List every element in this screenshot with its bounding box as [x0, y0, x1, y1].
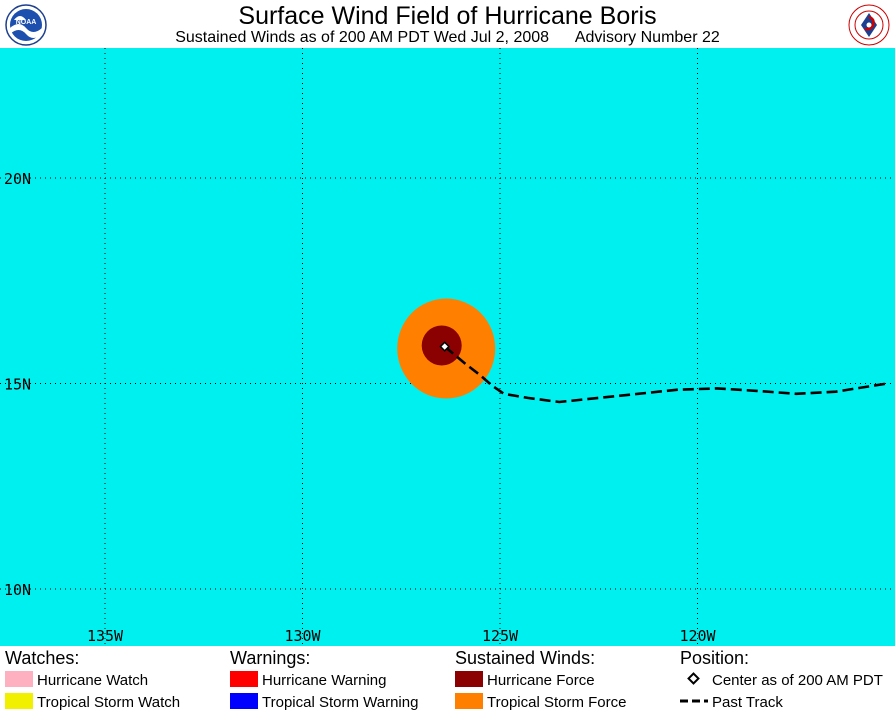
header: NOAA Surface Wind Field of Hurricane Bor…: [0, 0, 895, 48]
national-weather-service-logo-icon: [848, 4, 890, 46]
legend-item-tropical-storm-watch: Tropical Storm Watch: [5, 692, 180, 714]
past-track-line: [443, 345, 888, 404]
storm-map: 20N 15N 10N 135W 130W 125W 120W: [0, 48, 895, 646]
legend-label: Hurricane Watch: [37, 672, 149, 689]
noaa-logo-icon: NOAA: [5, 4, 47, 46]
legend-item-hurricane-force: Hurricane Force: [455, 670, 626, 692]
latitude-label: 15N: [4, 376, 31, 394]
page-title: Surface Wind Field of Hurricane Boris: [238, 2, 657, 30]
graticule: [0, 48, 895, 646]
hurricane-warning-swatch: [230, 671, 258, 688]
legend: Watches: Hurricane Watch Tropical Storm …: [0, 646, 895, 716]
legend-label: Hurricane Warning: [262, 672, 387, 689]
legend-warnings: Warnings: Hurricane Warning Tropical Sto…: [230, 648, 418, 714]
storm-center-diamond-icon: [439, 341, 451, 352]
longitude-label: 120W: [679, 627, 716, 645]
legend-label: Tropical Storm Force: [487, 694, 627, 711]
legend-heading-position: Position:: [680, 648, 750, 668]
legend-item-tropical-storm-warning: Tropical Storm Warning: [230, 692, 418, 714]
legend-label: Tropical Storm Warning: [262, 694, 419, 711]
longitude-label: 130W: [284, 627, 321, 645]
legend-label: Center as of 200 AM PDT: [712, 672, 883, 689]
legend-heading-winds: Sustained Winds:: [455, 648, 596, 668]
latitude-label: 20N: [4, 170, 31, 188]
hurricane-force-swatch: [455, 671, 483, 688]
legend-item-tropical-storm-force: Tropical Storm Force: [455, 692, 626, 714]
legend-item-center: Center as of 200 AM PDT: [680, 670, 883, 692]
hurricane-watch-swatch: [5, 671, 33, 688]
longitude-labels: 135W 130W 125W 120W: [87, 627, 717, 645]
longitude-label: 135W: [87, 627, 124, 645]
diamond-icon: [687, 672, 700, 685]
latitude-label: 10N: [4, 581, 31, 599]
legend-heading-warnings: Warnings:: [230, 648, 311, 668]
svg-text:NOAA: NOAA: [16, 19, 37, 26]
tropical-storm-watch-swatch: [5, 693, 33, 710]
legend-sustained-winds: Sustained Winds: Hurricane Force Tropica…: [455, 648, 626, 714]
tropical-storm-warning-swatch: [230, 693, 258, 710]
legend-label: Hurricane Force: [487, 672, 595, 689]
tropical-storm-force-swatch: [455, 693, 483, 710]
legend-watches: Watches: Hurricane Watch Tropical Storm …: [5, 648, 180, 714]
legend-position: Position: Center as of 200 AM PDT Past T…: [680, 648, 883, 714]
latitude-labels: 20N 15N 10N: [4, 170, 31, 599]
legend-item-hurricane-watch: Hurricane Watch: [5, 670, 180, 692]
legend-item-hurricane-warning: Hurricane Warning: [230, 670, 418, 692]
legend-label: Tropical Storm Watch: [37, 694, 181, 711]
page-subtitle: Sustained Winds as of 200 AM PDT Wed Jul…: [175, 29, 720, 46]
legend-label: Past Track: [712, 694, 783, 711]
legend-heading-watches: Watches:: [5, 648, 80, 668]
dashed-line-icon: [680, 699, 708, 703]
longitude-label: 125W: [482, 627, 519, 645]
legend-item-past-track: Past Track: [680, 692, 883, 714]
